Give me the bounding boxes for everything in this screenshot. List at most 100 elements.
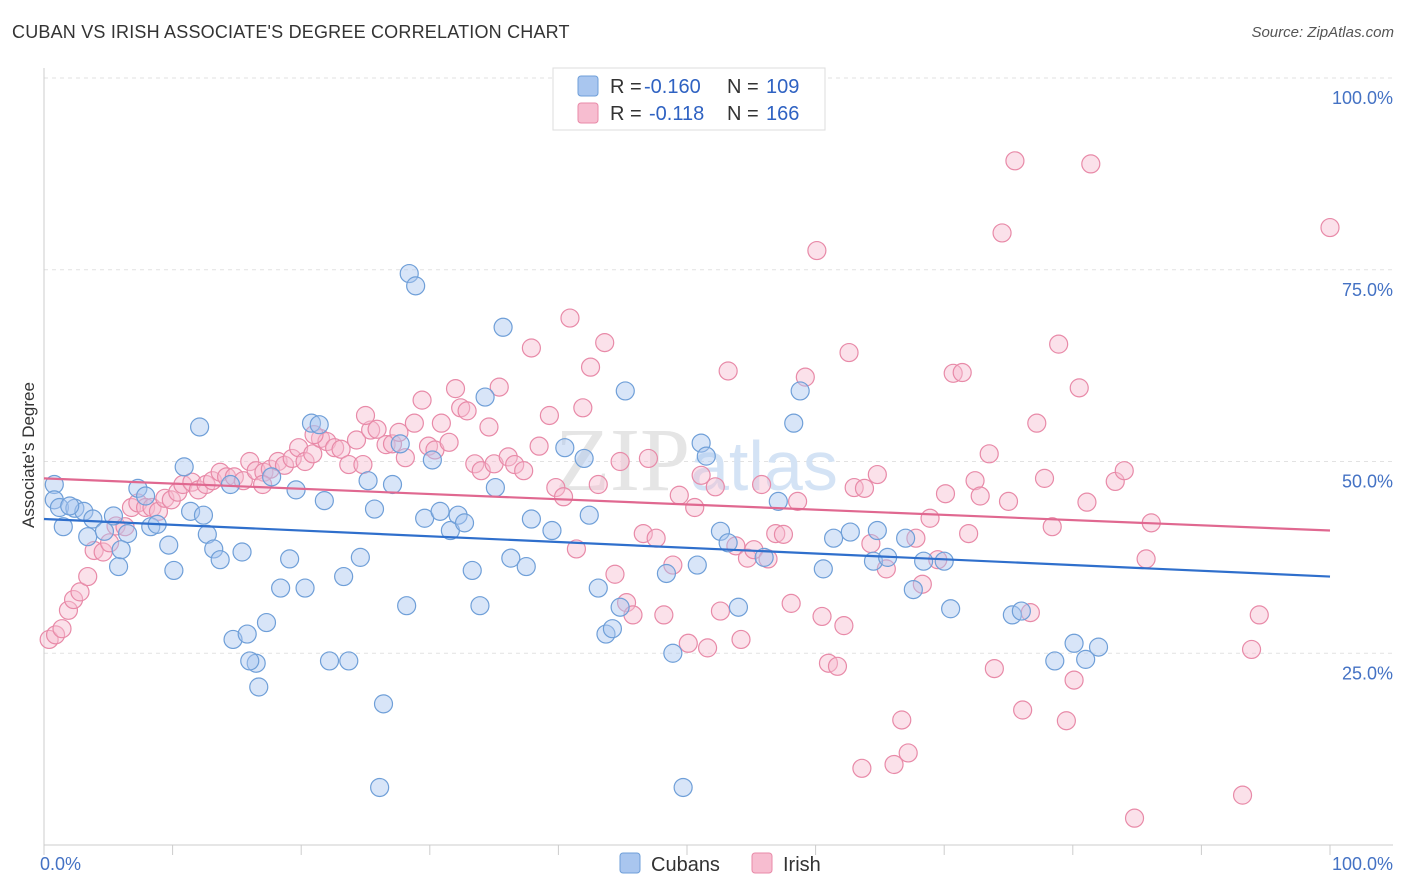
data-point	[382, 474, 403, 495]
data-point	[274, 455, 295, 475]
data-point	[588, 578, 608, 598]
data-point	[579, 505, 599, 525]
data-point	[319, 651, 340, 671]
data-point	[824, 528, 844, 548]
y-tick-label: 75.0%	[1342, 280, 1393, 300]
data-point	[49, 497, 70, 518]
data-point	[867, 464, 887, 485]
data-point	[117, 523, 138, 544]
data-point	[1011, 601, 1031, 621]
data-point	[768, 491, 788, 511]
data-point	[610, 451, 630, 472]
data-point	[78, 566, 98, 587]
data-point	[542, 520, 562, 541]
data-point	[397, 596, 417, 616]
data-point	[301, 413, 322, 433]
data-point	[390, 434, 410, 454]
data-point	[367, 419, 387, 439]
bottom-legend-swatch-cubans	[619, 852, 641, 874]
y-tick-label: 100.0%	[1332, 88, 1393, 108]
data-point	[78, 527, 98, 547]
data-point	[376, 435, 396, 455]
data-point	[596, 624, 616, 644]
data-point	[83, 509, 103, 529]
data-point	[754, 547, 774, 567]
legend-swatch-irish	[577, 102, 599, 124]
data-point	[1320, 217, 1340, 238]
watermark: ZIP atlas	[555, 411, 838, 510]
data-point	[128, 478, 148, 498]
data-point	[573, 398, 593, 418]
data-point	[70, 582, 90, 602]
data-point	[884, 754, 904, 775]
legend-swatch-cubans	[577, 75, 599, 97]
legend-r-value: -0.160	[644, 76, 701, 98]
data-point	[193, 505, 214, 525]
data-point	[952, 362, 972, 383]
data-point	[325, 438, 345, 458]
data-point	[346, 430, 367, 450]
data-point	[790, 381, 810, 401]
data-point	[161, 490, 181, 510]
data-point	[784, 413, 804, 433]
data-point	[431, 413, 451, 433]
data-point	[339, 454, 359, 475]
data-point	[1064, 670, 1084, 690]
data-point	[773, 524, 794, 544]
data-point	[174, 457, 194, 477]
data-point	[903, 579, 923, 600]
data-point	[159, 535, 179, 555]
data-point	[595, 333, 615, 353]
data-point	[108, 556, 129, 577]
data-point	[602, 619, 623, 639]
trend-line-cubans	[43, 517, 1331, 578]
data-point	[309, 415, 329, 435]
legend-n-label: N =	[727, 103, 759, 125]
data-point	[1027, 413, 1047, 433]
data-point	[705, 477, 725, 497]
data-point	[827, 656, 848, 676]
data-point	[834, 616, 854, 636]
data-point	[560, 308, 580, 328]
data-point	[633, 523, 653, 544]
data-point	[787, 491, 808, 511]
data-point	[998, 491, 1019, 511]
data-point	[718, 361, 738, 381]
data-point	[906, 528, 926, 548]
data-point	[646, 528, 666, 548]
data-point	[1056, 711, 1076, 731]
data-point	[314, 491, 334, 511]
data-point	[498, 447, 518, 467]
data-point	[364, 499, 385, 519]
legend-row-irish: R = -0.118 N = 166	[577, 102, 799, 125]
data-point	[475, 387, 495, 407]
data-point	[493, 317, 513, 337]
data-point	[839, 342, 859, 363]
data-point	[485, 477, 505, 498]
data-point	[1124, 808, 1145, 828]
data-point	[373, 694, 394, 714]
axes	[43, 68, 1393, 855]
data-point	[574, 448, 594, 469]
data-point	[935, 484, 956, 504]
data-point	[656, 563, 677, 584]
data-point	[448, 505, 468, 525]
series-cubans	[44, 263, 1109, 798]
watermark-zip: ZIP	[555, 411, 690, 510]
data-point	[58, 600, 79, 620]
y-tick-label: 50.0%	[1342, 472, 1393, 492]
series-irish	[39, 151, 1340, 828]
data-point	[691, 465, 711, 485]
data-point	[731, 629, 751, 650]
data-point	[687, 555, 707, 575]
data-point	[654, 605, 674, 625]
data-point	[852, 758, 872, 778]
data-point	[53, 517, 73, 537]
data-point	[103, 506, 124, 526]
data-point	[223, 629, 243, 650]
data-point	[430, 501, 450, 521]
legend-r-label: R =	[610, 76, 642, 98]
data-point	[728, 597, 749, 617]
data-point	[370, 777, 390, 798]
bottom-legend-label-irish: Irish	[783, 854, 821, 876]
